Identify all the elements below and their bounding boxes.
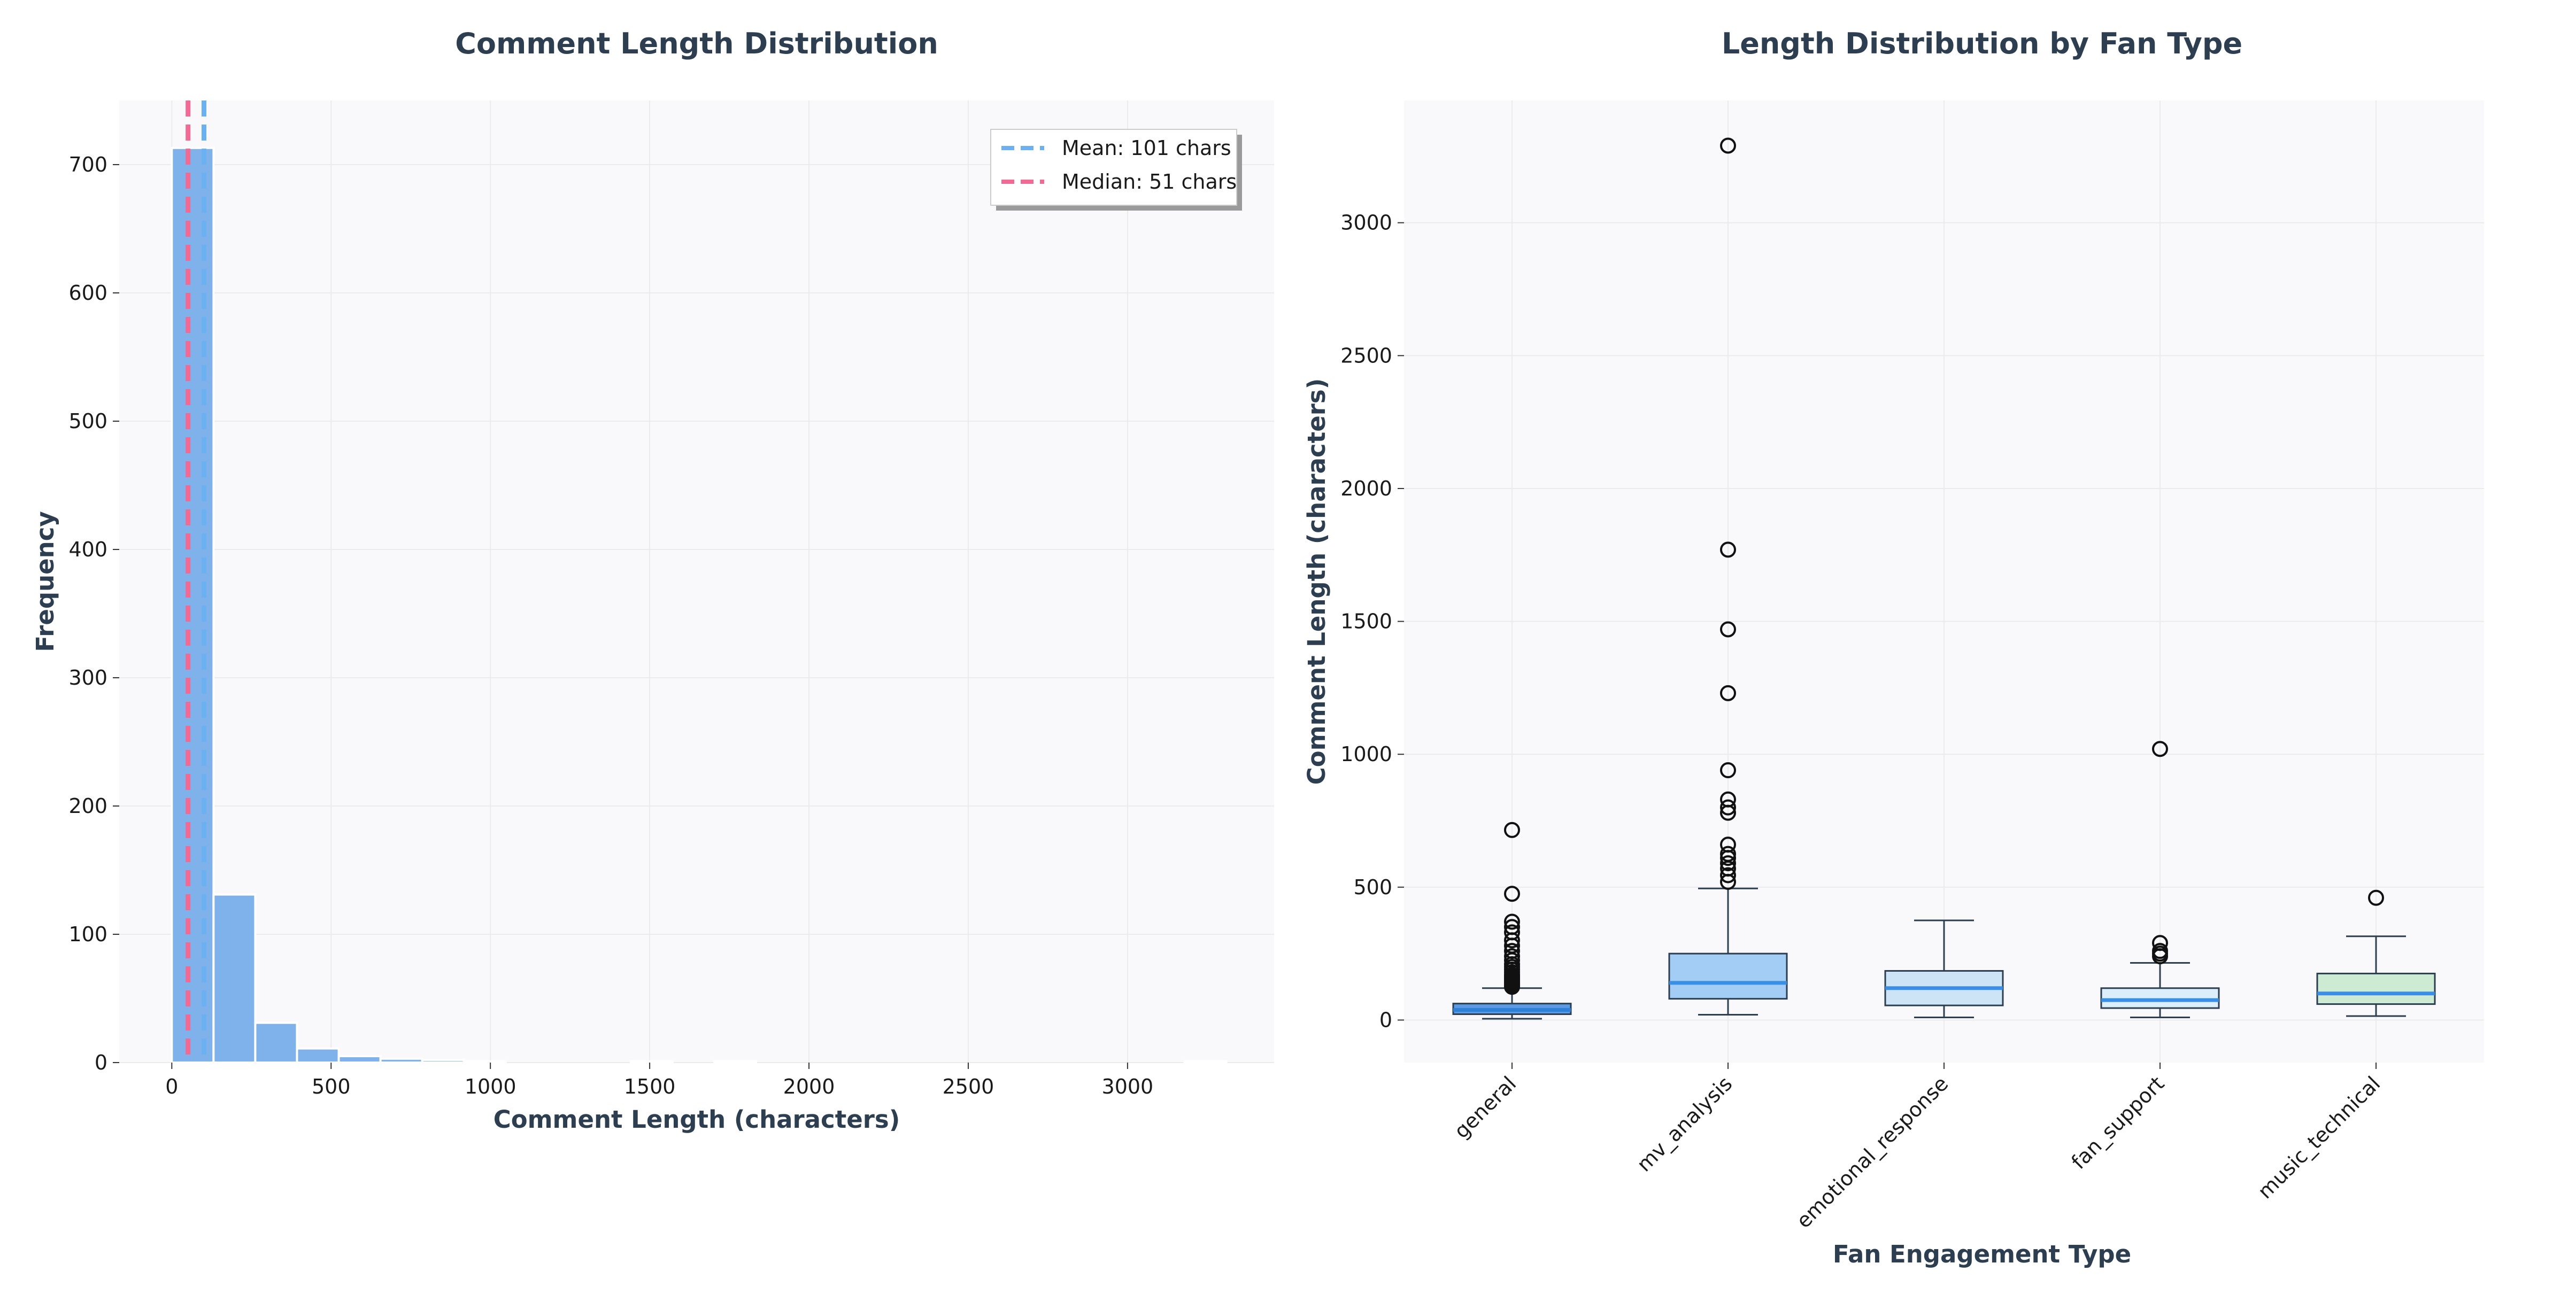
histogram-y-tick-label: 300 — [68, 666, 107, 689]
boxplot-y-tick-label: 500 — [1353, 875, 1392, 899]
box-outlier-point — [1504, 913, 1520, 930]
box-outlier-point — [1720, 799, 1736, 816]
box-outlier-point — [1720, 762, 1736, 779]
histogram-grid — [119, 100, 1274, 1063]
histogram-x-ticks: 0 500 1000 1500 2000 2500 3000 — [165, 1063, 1153, 1098]
histogram-bar — [212, 893, 257, 1064]
boxplot-y-tick-label: 1500 — [1340, 610, 1392, 633]
boxplot-y-tick-label: 0 — [1379, 1008, 1392, 1032]
histogram-bar — [337, 1055, 382, 1064]
box-outlier-point — [1504, 822, 1520, 838]
boxplot-y-tick-label: 2500 — [1340, 344, 1392, 367]
legend-mean-label: Mean: 101 chars — [1062, 136, 1231, 160]
histogram-x-tick-label: 1500 — [624, 1075, 676, 1098]
boxplot-x-tick-label: fan_support — [2067, 1072, 2169, 1174]
histogram-y-tick-label: 100 — [68, 923, 107, 946]
boxplot-boxes — [1452, 137, 2436, 1020]
box-outlier-point — [1504, 924, 1520, 941]
histogram-bar — [462, 1060, 507, 1064]
box-music_technical — [2316, 889, 2436, 1017]
boxplot-y-tick-label: 2000 — [1340, 477, 1392, 500]
box-iqr — [2100, 987, 2220, 1009]
histogram-reference-lines — [186, 100, 206, 1063]
histogram-x-axis-label: Comment Length (characters) — [493, 1105, 900, 1134]
box-outlier-point — [2152, 943, 2168, 959]
legend-box — [990, 129, 1237, 206]
box-iqr — [2316, 972, 2436, 1005]
box-outlier-point — [1504, 943, 1520, 959]
histogram-x-tick-label: 0 — [165, 1075, 178, 1098]
boxplot-x-tick-label: music_technical — [2253, 1072, 2385, 1203]
histogram-bar — [171, 146, 215, 1064]
box-outlier-point — [1504, 948, 1520, 965]
boxplot-x-tick-label: emotional_response — [1792, 1072, 1953, 1233]
boxplot-x-tick-label: general — [1449, 1072, 1521, 1143]
histogram-y-axis-label: Frequency — [31, 511, 59, 652]
box-outlier-point — [2152, 741, 2168, 757]
boxplot-y-axis-label: Comment Length (characters) — [1302, 378, 1331, 785]
box-iqr — [1668, 952, 1788, 1000]
legend-median-label: Median: 51 chars — [1062, 170, 1237, 193]
box-outlier-point — [2152, 935, 2168, 951]
histogram-x-tick-label: 2500 — [943, 1075, 994, 1098]
boxplot-x-tick-label: mv_analysis — [1632, 1072, 1737, 1176]
histogram-legend: Mean: 101 chars Median: 51 chars — [990, 129, 1242, 211]
box-outlier-point — [1720, 685, 1736, 701]
histogram-y-tick-label: 500 — [68, 409, 107, 433]
histogram-plot-area — [119, 100, 1274, 1063]
boxplot-grid — [1404, 100, 2484, 1063]
boxplot-y-ticks: 0 500 1000 1500 2000 2500 3000 — [1340, 211, 1404, 1032]
histogram-x-tick-label: 500 — [312, 1075, 351, 1098]
histogram-x-tick-label: 1000 — [465, 1075, 516, 1098]
box-outlier-point — [2368, 889, 2384, 906]
box-outlier-point — [1504, 886, 1520, 902]
boxplot-x-ticks: general mv_analysis emotional_response fan_… — [1449, 1063, 2385, 1233]
histogram-bar — [421, 1059, 465, 1064]
histogram-panel: 0 500 1000 1500 2000 2500 3000 0 100 200 300 400 50… — [31, 27, 1274, 1134]
histogram-y-tick-label: 200 — [68, 794, 107, 818]
histogram-bar — [296, 1047, 340, 1064]
histogram-bar — [379, 1057, 423, 1064]
box-emotional_response — [1884, 919, 2004, 1018]
histogram-bar — [254, 1021, 298, 1064]
histogram-x-tick-label: 2000 — [783, 1075, 835, 1098]
box-outlier-point — [1720, 855, 1736, 872]
box-outlier-point — [1720, 137, 1736, 154]
box-general — [1452, 822, 1572, 1020]
boxplot-x-axis-label: Fan Engagement Type — [1833, 1240, 2131, 1268]
box-fan_support — [2100, 741, 2220, 1018]
histogram-y-tick-label: 400 — [68, 538, 107, 561]
box-mv_analysis — [1668, 137, 1788, 1016]
histogram-x-tick-label: 3000 — [1102, 1075, 1154, 1098]
boxplot-y-tick-label: 1000 — [1340, 742, 1392, 766]
boxplot-y-tick-label: 3000 — [1340, 211, 1392, 235]
box-outlier-point — [1720, 791, 1736, 808]
box-outlier-point — [1720, 836, 1736, 853]
histogram-title: Comment Length Distribution — [455, 27, 938, 60]
box-outlier-point — [1720, 867, 1736, 884]
histogram-y-tick-label: 600 — [68, 281, 107, 305]
histogram-y-tick-label: 0 — [95, 1051, 107, 1074]
histogram-bar — [713, 1060, 758, 1064]
boxplot-title: Length Distribution by Fan Type — [1722, 27, 2242, 60]
boxplot-panel: 0 500 1000 1500 2000 2500 3000 general mv_analy… — [1302, 27, 2484, 1268]
box-outlier-point — [1720, 541, 1736, 558]
histogram-bars — [171, 146, 1228, 1064]
histogram-y-ticks: 0 100 200 300 400 500 600 700 — [68, 153, 119, 1074]
box-outlier-point — [1504, 919, 1520, 935]
histogram-bar — [1183, 1060, 1228, 1064]
histogram-bar — [629, 1060, 674, 1064]
histogram-y-tick-label: 700 — [68, 153, 107, 176]
box-outlier-point — [1720, 846, 1736, 862]
box-outlier-point — [1720, 621, 1736, 638]
